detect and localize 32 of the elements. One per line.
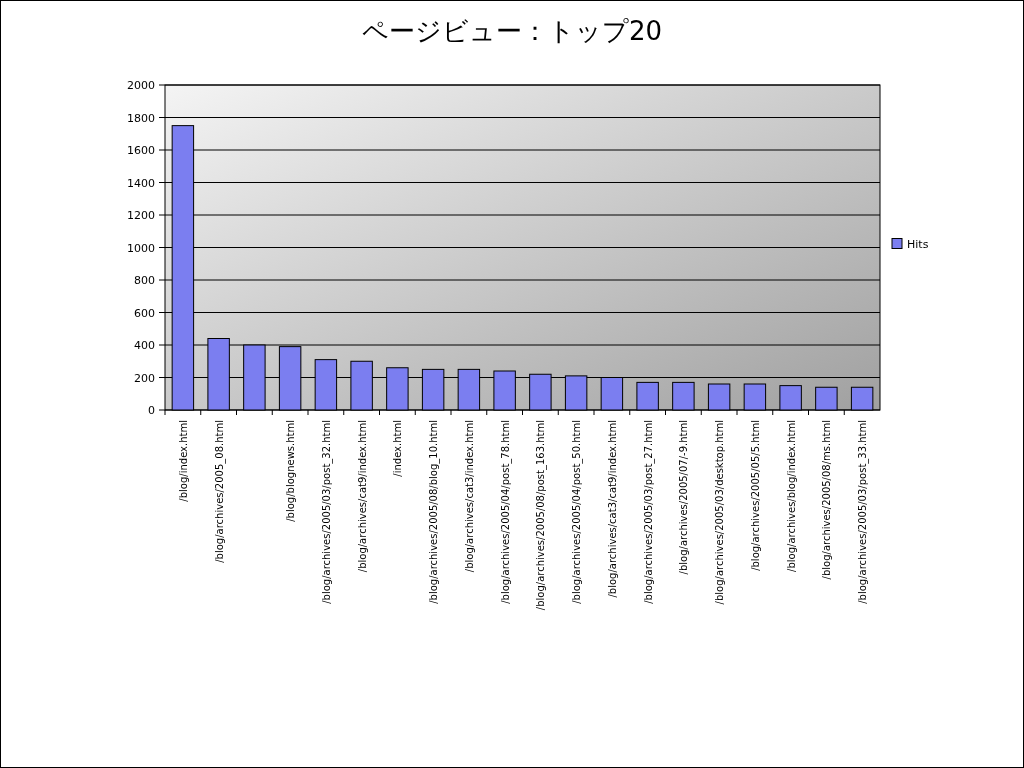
x-tick-label: /blog/archives/2005/03/post_32.html: [320, 420, 333, 604]
y-tick-label: 200: [134, 371, 155, 385]
x-tick-label: /blog/archives/2005/08/post_163.html: [535, 420, 548, 611]
x-tick-label: /blog/archives/2005/04/post_50.html: [571, 420, 584, 604]
y-tick-label: 400: [134, 339, 155, 352]
x-tick-label: /blog/blognews.html: [285, 420, 297, 522]
x-tick-label: /blog/archives/blog/index.html: [785, 420, 797, 572]
x-tick-label: /blog/archives/cat3/index.html: [463, 420, 475, 573]
x-tick-label: /blog/archives/2005/07/-9.html: [678, 420, 690, 575]
y-tick-label: 1200: [127, 209, 155, 222]
legend-label: Hits: [907, 237, 929, 251]
y-tick-label: 1800: [127, 111, 155, 125]
y-tick-label: 1400: [127, 176, 155, 190]
x-tick-label: /blog/archives/2005/05/5.html: [749, 420, 761, 571]
y-tick-label: 800: [134, 274, 155, 287]
y-tick-label: 1000: [127, 241, 155, 255]
y-tick-label: 1600: [127, 144, 155, 157]
x-tick-label: /blog/archives/cat3/cat9/index.html: [606, 420, 618, 598]
y-tick-label: 600: [134, 306, 155, 320]
x-tick-label: /blog/archives/2005/03/post_27.html: [642, 420, 655, 604]
x-tick-label: /blog/index.html: [177, 420, 189, 502]
x-tick-label: /blog/archives/2005/08/ms.html: [821, 420, 833, 580]
x-tick-label: /blog/archives/2005/03/desktop.html: [714, 420, 726, 605]
x-tick-label: /blog/archives/2005/08/blog_10.html: [428, 420, 441, 604]
x-tick-label: /index.html: [392, 420, 404, 477]
x-tick-label: /blog/archives/2005/04/post_78.html: [499, 420, 512, 604]
x-tick-label: /blog/archives/2005/03/post_33.html: [857, 420, 870, 604]
y-tick-label: 2000: [127, 79, 155, 92]
x-tick-label: /blog/archives/2005_08.html: [213, 420, 226, 563]
x-tick-label: /blog/archives/cat9/index.html: [356, 420, 368, 573]
chart-title: ページビュー：トップ20: [361, 16, 663, 46]
y-tick-label: 0: [148, 404, 155, 417]
